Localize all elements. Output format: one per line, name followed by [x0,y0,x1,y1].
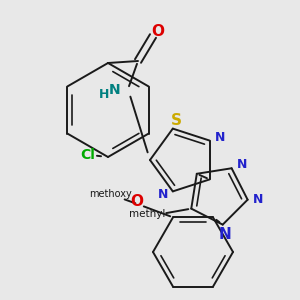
Text: Cl: Cl [81,148,95,162]
Text: methyl: methyl [129,208,166,219]
Text: N: N [218,227,231,242]
Text: N: N [109,83,121,97]
Text: H: H [99,88,109,101]
Text: N: N [252,193,263,206]
Text: N: N [158,188,168,201]
Text: S: S [171,113,182,128]
Text: O: O [152,23,164,38]
Text: O: O [130,194,143,209]
Text: N: N [214,131,225,144]
Text: methoxy: methoxy [90,189,132,200]
Text: N: N [236,158,247,171]
